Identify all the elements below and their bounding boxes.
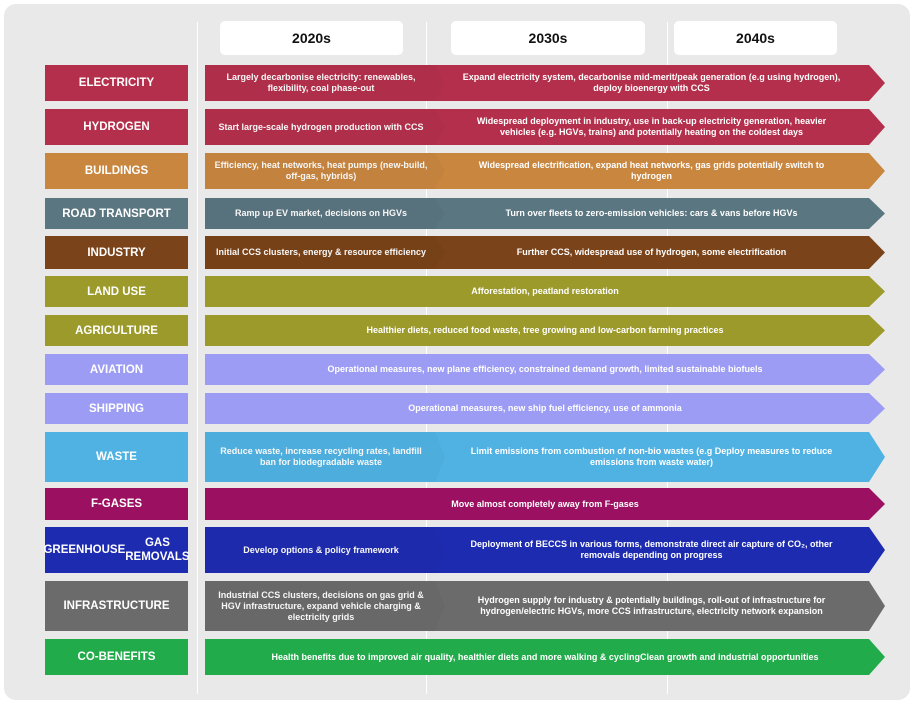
arrow-electricity-2030s-2040s: Expand electricity system, decarbonise m… bbox=[434, 65, 885, 101]
arrow-road-transport-2030s-2040s: Turn over fleets to zero-emission vehicl… bbox=[434, 198, 885, 229]
row-label-f-gases: F-GASES bbox=[45, 488, 188, 520]
arrow-waste-2030s-2040s: Limit emissions from combustion of non-b… bbox=[434, 432, 885, 482]
arrow-infrastructure-2020s: Industrial CCS clusters, decisions on ga… bbox=[205, 581, 445, 631]
row-label-industry: INDUSTRY bbox=[45, 236, 188, 269]
row-label-hydrogen: HYDROGEN bbox=[45, 109, 188, 145]
arrow-greenhouse-gas-removals-2020s: Develop options & policy framework bbox=[205, 527, 445, 573]
column-header-2020s: 2020s bbox=[220, 21, 403, 55]
arrow-waste-2020s: Reduce waste, increase recycling rates, … bbox=[205, 432, 445, 482]
arrow-electricity-2020s: Largely decarbonise electricity: renewab… bbox=[205, 65, 445, 101]
column-divider bbox=[197, 22, 198, 694]
column-header-2030s: 2030s bbox=[451, 21, 645, 55]
arrow-industry-2020s: Initial CCS clusters, energy & resource … bbox=[205, 236, 445, 269]
row-label-land-use: LAND USE bbox=[45, 276, 188, 307]
arrow-hydrogen-2020s: Start large-scale hydrogen production wi… bbox=[205, 109, 445, 145]
row-label-buildings: BUILDINGS bbox=[45, 153, 188, 189]
arrow-buildings-2020s: Efficiency, heat networks, heat pumps (n… bbox=[205, 153, 445, 189]
arrow-aviation-all-decades: Operational measures, new plane efficien… bbox=[205, 354, 885, 385]
row-label-waste: WASTE bbox=[45, 432, 188, 482]
arrow-f-gases-all-decades: Move almost completely away from F-gases bbox=[205, 488, 885, 520]
arrow-agriculture-all-decades: Healthier diets, reduced food waste, tre… bbox=[205, 315, 885, 346]
row-label-co-benefits: CO-BENEFITS bbox=[45, 639, 188, 675]
row-label-aviation: AVIATION bbox=[45, 354, 188, 385]
arrow-hydrogen-2030s-2040s: Widespread deployment in industry, use i… bbox=[434, 109, 885, 145]
arrow-land-use-all-decades: Afforestation, peatland restoration bbox=[205, 276, 885, 307]
row-label-agriculture: AGRICULTURE bbox=[45, 315, 188, 346]
arrow-buildings-2030s-2040s: Widespread electrification, expand heat … bbox=[434, 153, 885, 189]
row-label-electricity: ELECTRICITY bbox=[45, 65, 188, 101]
column-header-2040s: 2040s bbox=[674, 21, 837, 55]
arrow-shipping-all-decades: Operational measures, new ship fuel effi… bbox=[205, 393, 885, 424]
row-label-shipping: SHIPPING bbox=[45, 393, 188, 424]
arrow-co-benefits-all-decades: Health benefits due to improved air qual… bbox=[205, 639, 885, 675]
arrow-industry-2030s-2040s: Further CCS, widespread use of hydrogen,… bbox=[434, 236, 885, 269]
arrow-greenhouse-gas-removals-2030s-2040s: Deployment of BECCS in various forms, de… bbox=[434, 527, 885, 573]
row-label-road-transport: ROAD TRANSPORT bbox=[45, 198, 188, 229]
arrow-road-transport-2020s: Ramp up EV market, decisions on HGVs bbox=[205, 198, 445, 229]
arrow-infrastructure-2030s-2040s: Hydrogen supply for industry & potential… bbox=[434, 581, 885, 631]
row-label-infrastructure: INFRASTRUCTURE bbox=[45, 581, 188, 631]
row-label-greenhouse-gas-removals: GREENHOUSE GAS REMOVALS bbox=[43, 527, 190, 573]
